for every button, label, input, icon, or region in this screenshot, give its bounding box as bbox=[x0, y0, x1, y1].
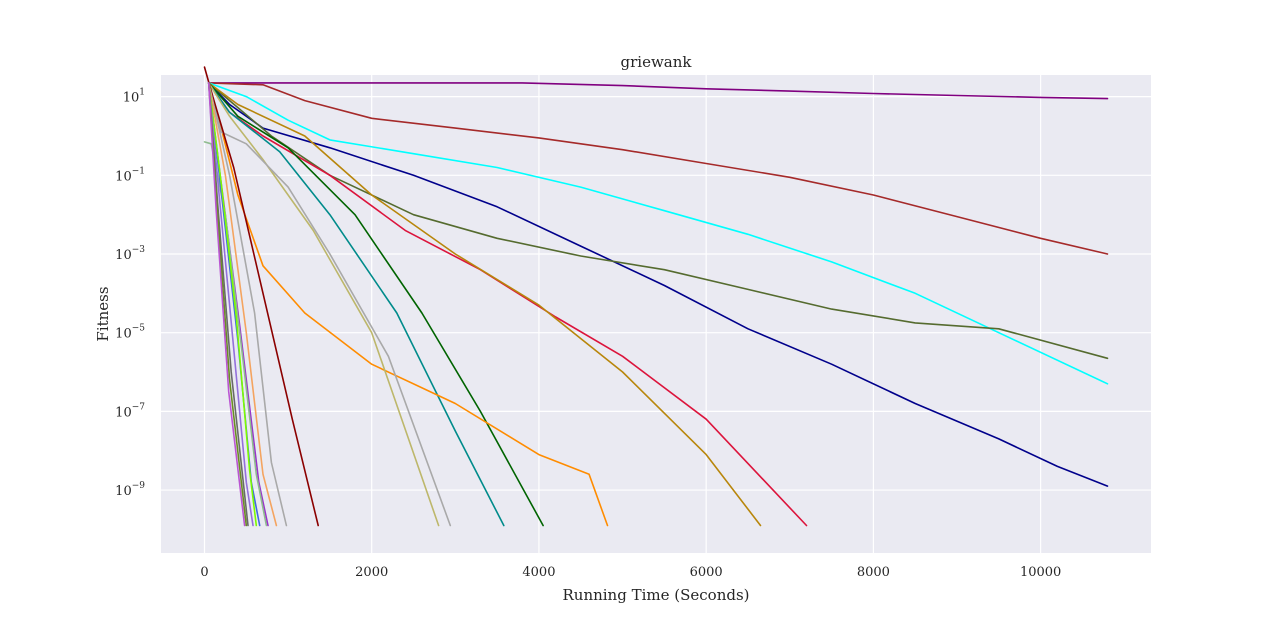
series-line-1 bbox=[207, 82, 1109, 100]
y-tick-label: 101 bbox=[123, 88, 145, 106]
series-line-23 bbox=[207, 82, 246, 527]
series-line-4 bbox=[207, 82, 1109, 487]
series-line-9 bbox=[207, 82, 505, 527]
series-line-20 bbox=[207, 82, 254, 527]
y-axis-label: Fitness bbox=[94, 286, 112, 341]
series-line-7 bbox=[207, 82, 762, 527]
x-tick-label: 6000 bbox=[690, 565, 723, 580]
series-line-17 bbox=[203, 141, 268, 527]
series-line-12 bbox=[207, 82, 452, 527]
series-line-5 bbox=[207, 82, 1109, 360]
x-tick-label: 0 bbox=[200, 565, 208, 580]
x-tick-labels: 0 2000 4000 6000 8000 10000 bbox=[200, 565, 1061, 580]
y-tick-label: 10−5 bbox=[115, 324, 145, 342]
series-line-6 bbox=[207, 82, 808, 527]
series-line-2 bbox=[207, 82, 1109, 255]
series-group bbox=[203, 66, 1109, 527]
plot-background bbox=[161, 75, 1151, 553]
chart-title: griewank bbox=[621, 53, 693, 71]
series-line-15 bbox=[207, 82, 278, 527]
series-line-10 bbox=[207, 82, 609, 527]
x-tick-label: 10000 bbox=[1020, 565, 1061, 580]
y-tick-label: 10−3 bbox=[115, 245, 145, 263]
series-line-11 bbox=[207, 82, 440, 527]
x-tick-label: 2000 bbox=[355, 565, 388, 580]
grid bbox=[161, 75, 1151, 553]
x-tick-label: 4000 bbox=[522, 565, 555, 580]
y-tick-label: 10−7 bbox=[115, 402, 145, 420]
series-line-19 bbox=[207, 82, 258, 527]
x-tick-label: 8000 bbox=[857, 565, 890, 580]
series-line-8 bbox=[207, 82, 544, 527]
y-tick-label: 10−9 bbox=[115, 481, 145, 499]
x-axis-label: Running Time (Seconds) bbox=[562, 586, 749, 604]
y-tick-labels: 101 10−1 10−3 10−5 10−7 10−9 bbox=[115, 88, 145, 499]
y-tick-label: 10−1 bbox=[115, 166, 145, 184]
series-line-3 bbox=[207, 82, 1109, 385]
series-line-14 bbox=[207, 82, 288, 527]
